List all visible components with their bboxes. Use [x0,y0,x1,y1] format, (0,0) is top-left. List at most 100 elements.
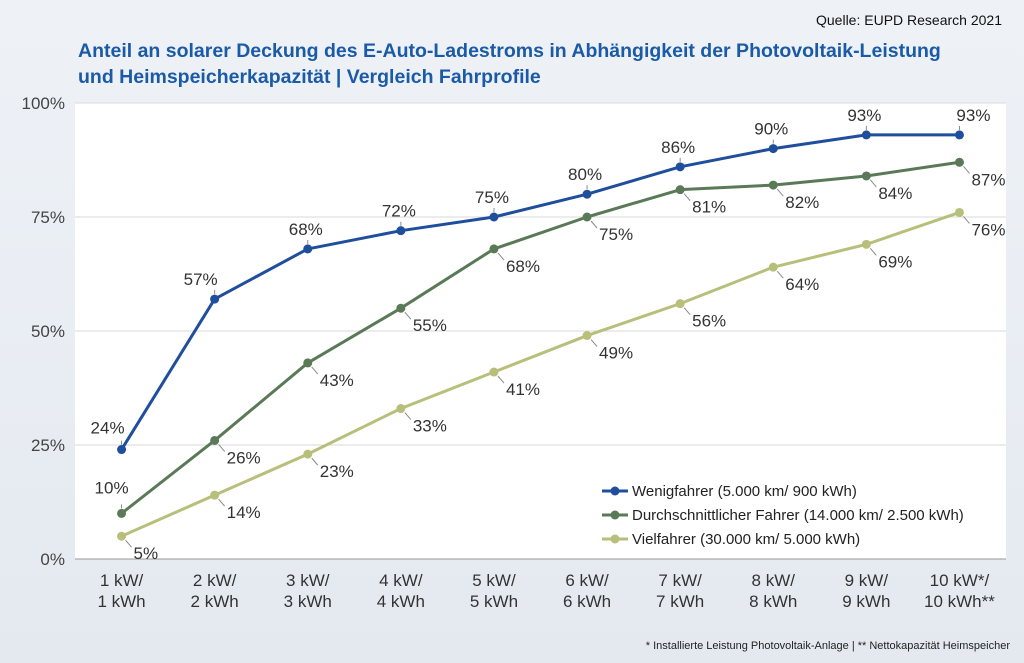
data-label: 82% [785,193,819,212]
series-line [120,160,960,515]
legend-label: Vielfahrer (30.000 km/ 5.000 kWh) [632,531,860,548]
data-label-leader [869,179,877,188]
data-point [489,244,499,254]
y-tick-label: 100% [22,94,65,113]
footnote: * Installierte Leistung Photovoltaik-Anl… [645,640,1010,652]
data-label: 76% [971,220,1005,239]
data-label: 64% [785,275,819,294]
data-point [675,162,685,172]
data-label-leader [683,193,691,201]
data-point [303,449,313,459]
data-label-leader [497,375,505,384]
x-tick-label: 7 kW/7 kWh [656,571,704,611]
data-label: 41% [506,380,540,399]
data-label: 43% [320,371,354,390]
data-point [117,445,127,455]
data-label: 93% [956,106,990,125]
series-line [120,133,960,451]
data-label-leader [963,165,970,174]
legend-swatch-marker [610,486,620,496]
data-point [396,303,406,313]
y-tick-label: 25% [31,436,65,455]
legend-label: Durchschnittlicher Fahrer (14.000 km/ 2.… [632,507,964,524]
data-point [675,185,685,195]
data-point [303,244,313,254]
data-label-leader [869,248,877,256]
data-label-leader [218,498,226,507]
data-label-leader [311,457,319,466]
data-label: 93% [847,106,881,125]
data-point [861,239,871,249]
data-point [954,207,964,217]
data-point [675,299,685,309]
data-point [489,367,499,377]
x-tick-label: 6 kW/6 kWh [563,571,611,611]
data-label: 72% [382,202,416,221]
legend-label: Wenigfahrer (5.000 km/ 900 kWh) [632,483,857,500]
data-label-leader [404,311,412,320]
data-label: 86% [661,138,695,157]
data-label: 5% [134,544,159,563]
x-tick-label: 8 kW/8 kWh [749,571,797,611]
data-label: 23% [320,462,354,481]
data-label-leader [963,216,970,224]
data-label-leader [683,307,691,315]
data-point [117,508,127,518]
data-point [210,435,220,445]
data-point [582,331,592,341]
data-label: 49% [599,344,633,363]
data-label: 56% [692,312,726,331]
data-label: 55% [413,316,447,335]
data-label: 87% [971,170,1005,189]
data-label: 10% [95,478,129,497]
data-label: 33% [413,417,447,436]
y-tick-label: 50% [31,322,65,341]
x-tick-label: 10 kW*/10 kWh** [924,571,995,611]
x-tick-label: 4 kW/4 kWh [377,571,425,611]
x-tick-label: 9 kW/9 kWh [842,571,890,611]
data-point [768,180,778,190]
data-point [582,212,592,222]
data-label-leader [776,270,784,279]
data-point [954,157,964,167]
data-point [861,130,871,140]
data-label-leader [218,444,226,452]
data-label: 90% [754,120,788,139]
data-label: 84% [878,184,912,203]
data-label: 68% [506,257,540,276]
data-point [861,171,871,181]
data-label-leader [590,339,598,347]
data-point [768,262,778,272]
data-point [117,531,127,541]
data-label: 24% [91,419,125,438]
data-label: 14% [227,503,261,522]
data-label: 81% [692,198,726,217]
data-point [582,189,592,199]
data-point [210,490,220,500]
data-label-leader [404,412,412,420]
y-tick-label: 0% [40,550,65,569]
data-label: 69% [878,252,912,271]
data-label: 80% [568,165,602,184]
chart-title: Anteil an solarer Deckung des E-Auto-Lad… [78,40,941,88]
data-point [396,226,406,236]
data-label: 75% [599,225,633,244]
data-label-leader [776,188,784,197]
y-tick-label: 75% [31,208,65,227]
data-label: 26% [227,448,261,467]
data-label: 68% [289,220,323,239]
legend-swatch-marker [610,534,620,544]
data-label-leader [125,539,132,548]
data-label-leader [311,366,319,375]
legend-swatch-marker [610,510,620,520]
data-point [396,404,406,414]
x-tick-label: 2 kW/2 kWh [191,571,239,611]
x-tick-label: 5 kW/5 kWh [470,571,518,611]
x-tick-label: 1 kW/1 kWh [97,571,145,611]
data-point [489,212,499,222]
data-point [768,144,778,154]
x-tick-label: 3 kW/3 kWh [284,571,332,611]
data-label-leader [590,220,598,229]
data-point [210,294,220,304]
